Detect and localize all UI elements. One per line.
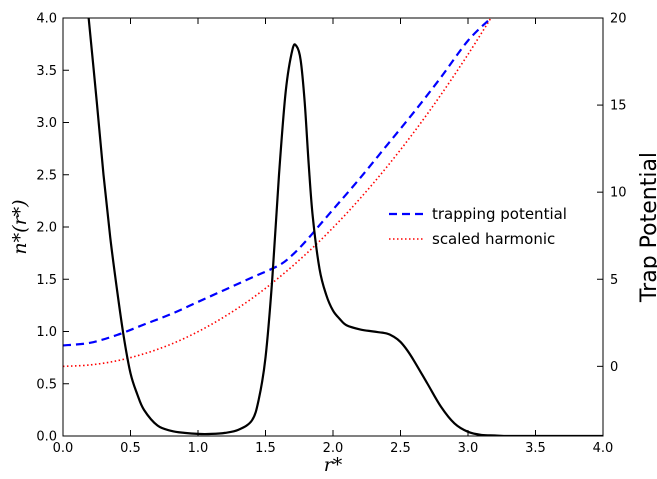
x-axis-label-text: r*: [324, 454, 343, 476]
y-axis-right-label: Trap Potential: [637, 152, 657, 303]
legend: trapping potential scaled harmonic: [389, 205, 567, 248]
x-tick-label: 0.5: [120, 441, 141, 456]
y-right-tick-label: 5: [610, 273, 618, 288]
y-left-tick-label: 3.0: [36, 116, 57, 131]
y-left-tick-label: 4.0: [36, 12, 57, 27]
y-left-tick-label: 0.0: [36, 430, 57, 445]
y-axis-right-label-text: Trap Potential: [637, 152, 657, 303]
y-left-tick-label: 0.5: [36, 377, 57, 392]
y-right-tick-label: 0: [610, 360, 618, 375]
y-left-tick-label: 1.0: [36, 325, 57, 340]
x-tick-label: 3.5: [525, 441, 546, 456]
x-tick-label: 1.5: [255, 441, 276, 456]
x-tick-label: 4.0: [593, 441, 614, 456]
y-right-tick-label: 10: [610, 186, 627, 201]
x-tick-label: 1.0: [188, 441, 209, 456]
x-tick-label: 2.5: [390, 441, 411, 456]
y-axis-left-label-text: n*(r*): [9, 199, 31, 254]
legend-label-trapping-potential: trapping potential: [432, 205, 567, 223]
x-tick-label: 2.0: [323, 441, 344, 456]
y-left-tick-label: 2.5: [36, 168, 57, 183]
y-left-tick-label: 1.5: [36, 273, 57, 288]
series-trapping-potential-line: [63, 18, 492, 347]
y-left-tick-label: 3.5: [36, 64, 57, 79]
legend-label-scaled-harmonic: scaled harmonic: [432, 230, 555, 248]
y-right-tick-label: 15: [610, 99, 627, 114]
x-tick-label: 3.0: [458, 441, 479, 456]
y-left-tick-label: 2.0: [36, 221, 57, 236]
series-density-line: [87, 18, 603, 436]
series-layer: [63, 18, 603, 436]
y-axis-left-label: n*(r*): [9, 199, 31, 254]
x-tick-label: 0.0: [53, 441, 74, 456]
ticks-layer: 0.0 0.5 1.0 1.5 2.0 2.5 3.0 3.5 4.0 0.0 0.5 1.0 1.5 2…: [36, 12, 626, 457]
x-axis-label: r*: [324, 454, 343, 476]
y-right-tick-label: 20: [610, 12, 627, 27]
